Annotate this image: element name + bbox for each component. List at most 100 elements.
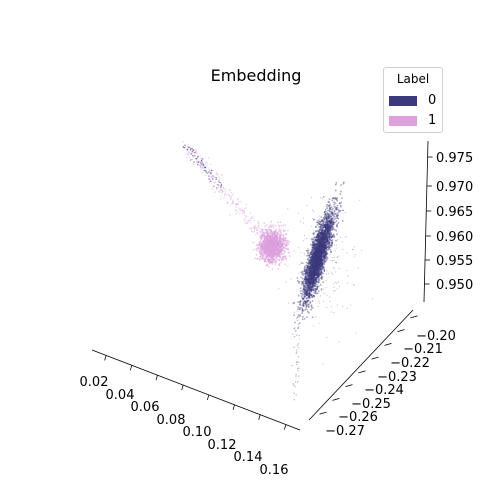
series-0-point — [329, 244, 332, 246]
series-0-point — [310, 308, 313, 311]
series-0-point — [288, 302, 290, 304]
series-0-point — [329, 207, 332, 210]
series-0-point — [322, 233, 325, 235]
series-1-point — [214, 191, 216, 193]
series-0-point — [317, 234, 320, 236]
series-0-point — [320, 248, 322, 251]
series-0-point — [318, 253, 320, 256]
series-1-point — [235, 206, 238, 208]
series-0-point — [325, 254, 328, 256]
series-0-point — [331, 242, 333, 245]
series-0-point — [332, 260, 334, 262]
series-0-point — [306, 267, 308, 270]
series-0-point — [308, 269, 311, 272]
series-0-point — [323, 237, 326, 240]
series-0-point — [302, 297, 304, 300]
series-1-point — [276, 221, 279, 224]
series-1-point — [191, 152, 193, 154]
series-0-point — [312, 260, 315, 263]
series-0-point — [307, 305, 310, 308]
series-1-point — [224, 194, 226, 196]
series-1-point — [234, 209, 237, 211]
series-1-point — [250, 227, 252, 229]
series-0-point — [325, 216, 327, 219]
series-0-point — [316, 271, 318, 274]
series-0-point — [314, 276, 317, 279]
series-0-point — [312, 255, 315, 258]
series-1-point — [268, 243, 270, 246]
series-0-point — [310, 259, 313, 261]
series-0-point — [325, 255, 328, 258]
series-1-point — [272, 258, 275, 261]
series-1-point — [281, 240, 284, 242]
series-0-point — [317, 275, 320, 278]
series-0-point — [302, 301, 304, 303]
series-0-point — [327, 212, 330, 215]
series-1-point — [282, 245, 285, 248]
series-0-point — [191, 150, 194, 153]
series-1-point — [204, 162, 206, 165]
series-0-point — [335, 207, 337, 210]
series-1-point — [244, 214, 246, 217]
series-0-point — [305, 293, 308, 296]
series-0-point — [294, 386, 296, 388]
series-1-point — [220, 182, 223, 185]
series-0-point — [337, 217, 340, 220]
series-0-point — [305, 316, 308, 319]
series-0-point — [338, 267, 340, 269]
series-0-point — [294, 321, 296, 324]
series-0-point — [311, 274, 314, 276]
series-1-point — [215, 173, 218, 176]
series-0-point — [318, 236, 321, 239]
series-0-point — [319, 284, 322, 286]
series-0-point — [318, 277, 320, 280]
series-1-point — [227, 193, 229, 195]
series-0-point — [319, 270, 322, 273]
series-0-point — [310, 275, 313, 277]
series-0-point — [188, 146, 191, 149]
y-tick-label-6: −0.21 — [403, 342, 443, 357]
series-1-point — [208, 167, 210, 169]
series-1-point — [263, 250, 266, 253]
series-0-point — [317, 271, 320, 274]
series-0-point — [310, 270, 313, 273]
series-1-point — [280, 224, 283, 227]
series-1-point — [217, 174, 219, 176]
series-0-point — [311, 276, 313, 278]
series-0-point — [304, 309, 306, 311]
series-0-point — [312, 271, 314, 273]
series-0-point — [317, 267, 319, 270]
series-0-point — [318, 267, 321, 270]
series-1-point — [270, 226, 272, 228]
series-1-point — [235, 203, 238, 206]
series-0-point — [350, 304, 352, 306]
series-0-point — [361, 249, 363, 252]
series-1-point — [265, 250, 267, 253]
series-0-point — [329, 203, 331, 206]
series-1-point — [277, 252, 279, 254]
series-0-point — [308, 272, 311, 274]
series-0-point — [219, 181, 221, 184]
series-0-point — [338, 202, 341, 205]
series-0-point — [207, 171, 210, 173]
series-0-point — [318, 275, 321, 278]
series-1-point — [281, 256, 284, 258]
series-0-point — [333, 283, 335, 285]
series-1-point — [191, 158, 194, 161]
series-0-point — [324, 242, 326, 244]
series-0-point — [319, 234, 322, 236]
y-tick-3 — [358, 370, 366, 374]
series-0-point — [318, 246, 321, 249]
series-0-point — [307, 249, 310, 252]
series-0-point — [296, 381, 299, 383]
series-1-point — [282, 237, 285, 240]
series-1-point — [240, 200, 242, 203]
series-0-point — [307, 279, 310, 282]
series-0-point — [312, 247, 315, 250]
series-0-point — [313, 280, 316, 283]
series-0-point — [318, 244, 320, 246]
series-1-point — [192, 163, 195, 165]
series-1-point — [267, 254, 269, 256]
series-0-point — [295, 394, 297, 396]
series-0-point — [331, 273, 334, 275]
